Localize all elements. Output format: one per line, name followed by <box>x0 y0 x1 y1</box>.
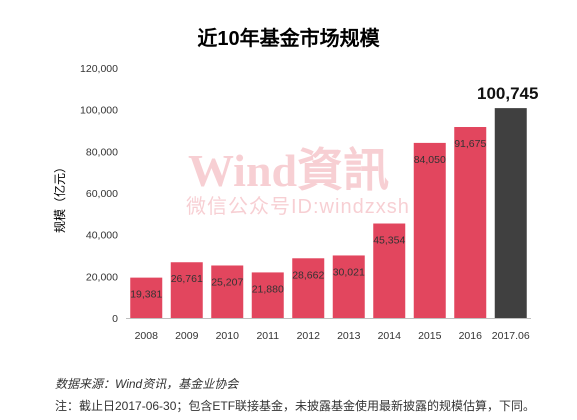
x-tick-label: 2015 <box>418 330 442 342</box>
y-tick-label: 100,000 <box>80 105 118 117</box>
y-axis-ticks: 0 20,000 40,000 60,000 80,000 100,000 120,000 <box>80 63 118 325</box>
bar-2009 <box>170 262 203 318</box>
y-tick-label: 0 <box>112 313 118 325</box>
bar-value-label: 28,662 <box>292 269 324 281</box>
bar-value-label: 26,761 <box>171 273 203 285</box>
bar-2011 <box>251 272 284 318</box>
bar-2013 <box>332 255 365 318</box>
watermark: Wind資訊 微信公众号ID:windzxsh <box>186 145 410 218</box>
bar-value-label: 21,880 <box>252 283 284 295</box>
x-tick-label: 2016 <box>459 330 483 342</box>
x-tick-label: 2013 <box>337 330 361 342</box>
y-tick-label: 40,000 <box>86 230 118 242</box>
x-tick-label: 2010 <box>216 330 240 342</box>
x-tick-label: 2012 <box>297 330 321 342</box>
x-tick-label: 2009 <box>175 330 199 342</box>
watermark-brand-text: Wind資訊 <box>188 145 389 196</box>
chart-title: 近10年基金市场规模 <box>197 28 380 50</box>
bars <box>130 108 527 319</box>
x-tick-label: 2017.06 <box>492 330 530 342</box>
bar-value-label: 45,354 <box>373 235 405 247</box>
bar-2012 <box>292 258 325 318</box>
footnote-note: 注：截止日2017-06-30；包含ETF联接基金，未披露基金使用最新披露的规模… <box>55 399 536 413</box>
y-tick-label: 60,000 <box>86 188 118 200</box>
bar-2014 <box>373 223 406 318</box>
x-tick-label: 2008 <box>135 330 159 342</box>
bar-2015 <box>413 142 446 318</box>
bar-value-label: 91,675 <box>454 138 486 150</box>
bar-value-labels: 19,381 26,761 25,207 21,880 28,662 30,021 45,3… <box>130 84 538 301</box>
y-tick-label: 120,000 <box>80 63 118 75</box>
bar-value-label: 25,207 <box>211 276 243 288</box>
bar-2010 <box>211 265 244 318</box>
x-axis-ticks: 2008 2009 2010 2011 2012 2013 2014 2015 2016 2017… <box>135 330 530 342</box>
bar-2016 <box>454 127 487 319</box>
y-axis-label: 规模（亿元） <box>52 161 67 233</box>
y-tick-label: 80,000 <box>86 146 118 158</box>
bar-2017.06 <box>494 108 527 318</box>
x-tick-label: 2011 <box>256 330 279 342</box>
bar-value-label: 84,050 <box>414 154 446 166</box>
watermark-wechat-text: 微信公众号ID:windzxsh <box>186 195 410 218</box>
bar-value-label: 30,021 <box>333 266 365 278</box>
y-tick-label: 20,000 <box>86 271 118 283</box>
bar-value-label-highlight: 100,745 <box>477 84 538 103</box>
bar-value-label: 19,381 <box>130 289 162 301</box>
bar-2008 <box>130 277 163 318</box>
x-tick-label: 2014 <box>378 330 402 342</box>
data-source-note: 数据来源：Wind资讯，基金业协会 <box>55 377 239 391</box>
